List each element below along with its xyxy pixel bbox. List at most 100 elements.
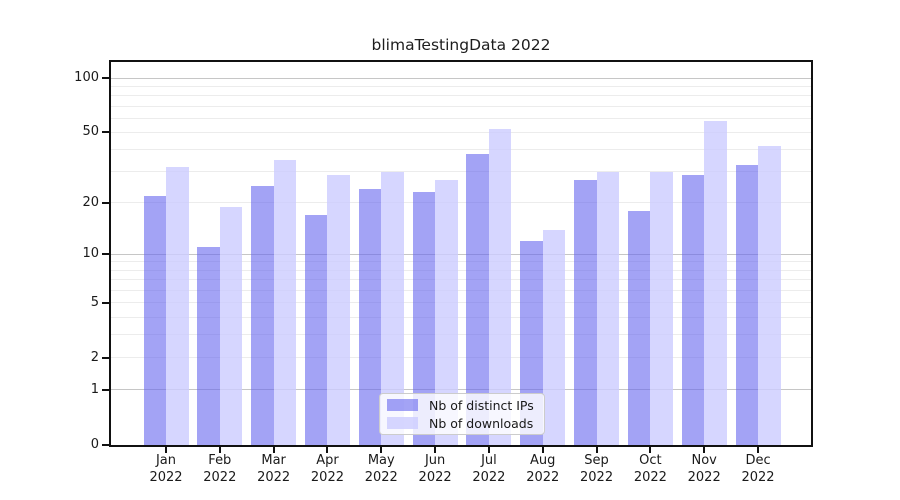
- y-tick-label: 5: [90, 294, 99, 310]
- legend-swatch-downloads-icon: [387, 417, 418, 429]
- x-tick-year: 2022: [149, 470, 183, 485]
- legend-item-distinct-ips: Nb of distinct IPs: [387, 398, 538, 413]
- x-tick-mark: [595, 447, 598, 453]
- legend: Nb of distinct IPs Nb of downloads: [379, 393, 545, 435]
- x-tick-label: May 2022: [349, 452, 413, 486]
- minor-gridline: [111, 117, 811, 119]
- y-tick-mark: [102, 301, 109, 304]
- x-tick-label: Jul 2022: [457, 452, 521, 486]
- x-tick-month: Mar: [261, 453, 286, 468]
- x-tick-year: 2022: [580, 470, 614, 485]
- x-tick-year: 2022: [687, 470, 721, 485]
- bar-distinct-ips-jun: [412, 192, 436, 445]
- x-tick-label: Oct 2022: [618, 452, 682, 486]
- y-tick-mark: [102, 77, 109, 79]
- legend-swatch-distinct-ips-icon: [387, 399, 418, 411]
- bar-downloads-mar: [273, 160, 297, 445]
- x-tick-label: Jan 2022: [134, 452, 198, 486]
- minor-gridline: [111, 85, 811, 87]
- minor-gridline: [111, 105, 811, 107]
- x-tick-month: Aug: [530, 453, 556, 468]
- x-tick-label: Dec 2022: [726, 452, 790, 486]
- x-tick-mark: [218, 447, 221, 453]
- x-tick-year: 2022: [526, 470, 560, 485]
- x-tick-mark: [272, 447, 275, 453]
- bar-downloads-jul: [488, 129, 512, 445]
- minor-gridline: [111, 171, 811, 173]
- x-tick-month: Jun: [424, 453, 446, 468]
- y-tick-mark: [102, 253, 109, 256]
- x-tick-label: Jun 2022: [403, 452, 467, 486]
- minor-gridline: [111, 131, 811, 133]
- x-tick-month: Sep: [584, 453, 609, 468]
- bar-distinct-ips-nov: [681, 174, 705, 445]
- minor-gridline: [111, 357, 811, 359]
- y-tick-mark: [102, 444, 109, 446]
- bar-downloads-nov: [704, 120, 727, 445]
- x-tick-label: Nov 2022: [672, 452, 736, 486]
- major-gridline: [111, 389, 811, 391]
- bar-distinct-ips-jul: [466, 153, 489, 445]
- x-tick-mark: [703, 447, 706, 453]
- y-tick-mark: [102, 356, 109, 359]
- major-gridline: [111, 77, 811, 79]
- x-tick-mark: [380, 447, 383, 453]
- x-tick-year: 2022: [741, 470, 775, 485]
- x-tick-month: Apr: [316, 453, 339, 468]
- x-tick-mark: [649, 447, 652, 453]
- legend-label-downloads: Nb of downloads: [429, 415, 534, 431]
- y-tick-label: 2: [90, 349, 99, 365]
- minor-gridline: [111, 334, 811, 336]
- minor-gridline: [111, 95, 811, 97]
- bar-downloads-feb: [219, 206, 243, 445]
- x-tick-year: 2022: [633, 470, 667, 485]
- x-tick-label: Feb 2022: [188, 452, 252, 486]
- x-tick-month: Nov: [691, 453, 717, 468]
- minor-gridline: [111, 149, 811, 151]
- bar-distinct-ips-feb: [197, 247, 220, 445]
- x-tick-year: 2022: [418, 470, 452, 485]
- x-tick-mark: [165, 447, 167, 453]
- minor-gridline: [111, 269, 811, 271]
- minor-gridline: [111, 302, 811, 304]
- x-tick-mark: [326, 447, 329, 453]
- x-tick-month: Feb: [208, 453, 232, 468]
- y-tick-label: 100: [74, 70, 99, 85]
- y-tick-label: 20: [82, 194, 99, 210]
- x-tick-month: Jul: [481, 453, 497, 468]
- bar-distinct-ips-sep: [574, 180, 597, 445]
- y-tick-label: 50: [82, 124, 99, 140]
- bar-downloads-oct: [650, 171, 673, 445]
- minor-gridline: [111, 316, 811, 318]
- major-gridline: [111, 253, 811, 255]
- bar-downloads-sep: [596, 171, 620, 445]
- plot-area: [109, 60, 813, 447]
- x-tick-label: Apr 2022: [295, 452, 359, 486]
- legend-item-downloads: Nb of downloads: [387, 416, 538, 431]
- x-tick-year: 2022: [472, 470, 506, 485]
- minor-gridline: [111, 279, 811, 281]
- x-tick-month: Oct: [639, 453, 662, 468]
- bar-distinct-ips-apr: [304, 215, 328, 445]
- bar-distinct-ips-oct: [627, 210, 651, 445]
- x-tick-year: 2022: [203, 470, 237, 485]
- minor-gridline: [111, 289, 811, 291]
- x-tick-year: 2022: [257, 470, 291, 485]
- x-tick-month: Jan: [155, 453, 177, 468]
- x-tick-mark: [757, 447, 760, 453]
- y-tick-label: 0: [90, 437, 99, 452]
- x-tick-mark: [434, 447, 437, 453]
- x-tick-year: 2022: [310, 470, 344, 485]
- x-tick-label: Sep 2022: [565, 452, 629, 486]
- bar-distinct-ips-mar: [251, 185, 274, 445]
- legend-label-distinct-ips: Nb of distinct IPs: [429, 397, 534, 413]
- bar-downloads-dec: [758, 145, 781, 445]
- minor-gridline: [111, 202, 811, 204]
- x-tick-mark: [541, 447, 544, 453]
- x-tick-month: Dec: [745, 453, 771, 468]
- minor-gridline: [111, 261, 811, 263]
- y-tick-mark: [102, 131, 109, 134]
- x-tick-year: 2022: [364, 470, 398, 485]
- bar-downloads-aug: [542, 229, 566, 445]
